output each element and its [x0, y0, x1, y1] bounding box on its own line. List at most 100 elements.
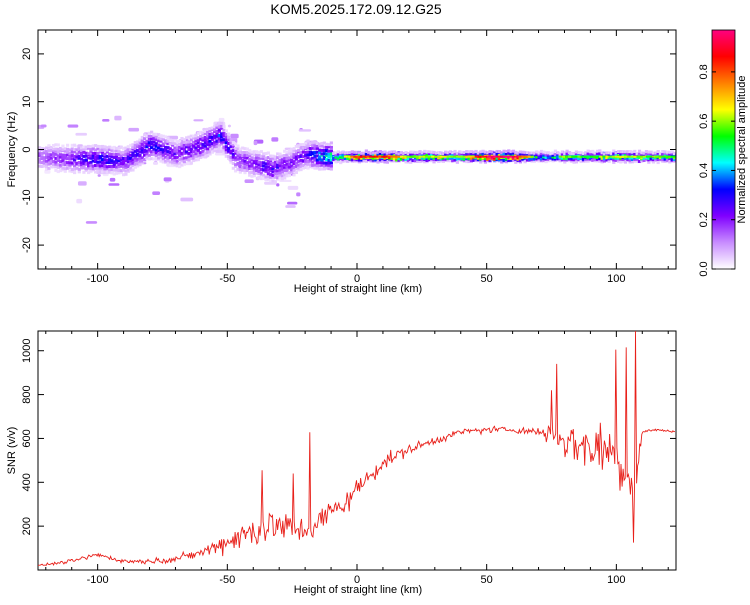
heatmap-cell	[418, 157, 422, 161]
heatmap-cell	[607, 159, 611, 163]
heatmap-cell	[238, 168, 242, 172]
heatmap-cell	[129, 143, 133, 147]
heatmap-cell	[542, 159, 546, 163]
heatmap-cell	[126, 157, 130, 161]
heatmap-cell	[535, 150, 539, 154]
heatmap-cell	[259, 156, 263, 160]
heatmap-cell	[252, 171, 256, 175]
heatmap-cell-core	[673, 155, 676, 158]
heatmap-cell	[598, 156, 602, 160]
heatmap-cell	[173, 142, 177, 146]
heatmap-cell	[271, 165, 275, 169]
heatmap-cell	[250, 167, 254, 171]
heatmap-cell	[129, 150, 133, 154]
heatmap-cell	[171, 150, 175, 154]
heatmap-cell	[283, 154, 287, 158]
heatmap-cell	[313, 158, 317, 162]
heatmap-cell	[537, 159, 541, 163]
heatmap-cell	[178, 139, 182, 143]
heatmap-cell	[283, 149, 287, 153]
heatmap-cell	[119, 169, 123, 173]
heatmap-cell	[199, 146, 203, 150]
heatmap-cell	[38, 148, 42, 152]
heatmap-cell	[521, 150, 525, 154]
heatmap-cell	[122, 159, 126, 163]
heatmap-cell	[245, 163, 249, 167]
heatmap-cell	[152, 157, 156, 161]
heatmap-cell	[208, 150, 212, 154]
heatmap-cell	[287, 149, 291, 153]
heatmap-cell-core	[558, 155, 562, 158]
heatmap-cell	[157, 143, 161, 147]
heatmap-cell	[273, 180, 277, 184]
heatmap-cell	[89, 160, 93, 164]
heatmap-cell	[91, 164, 95, 168]
heatmap-cell	[68, 157, 72, 161]
heatmap-cell	[285, 162, 289, 166]
heatmap-cell	[253, 140, 258, 146]
heatmap-cell	[243, 168, 247, 172]
heatmap-cell	[159, 149, 163, 153]
heatmap-cell	[140, 159, 144, 163]
heatmap-cell	[164, 155, 168, 159]
heatmap-cell	[52, 151, 56, 155]
heatmap-cell	[136, 145, 140, 149]
heatmap-cell	[327, 152, 331, 156]
heatmap-cell	[600, 151, 604, 155]
heatmap-cell	[313, 147, 317, 151]
heatmap-cell	[628, 156, 632, 160]
heatmap-cell-core	[452, 155, 457, 158]
heatmap-cell	[467, 157, 471, 161]
heatmap-cell	[241, 168, 245, 172]
heatmap-cell	[635, 159, 639, 163]
heatmap-cell	[413, 150, 417, 154]
heatmap-cell	[243, 171, 247, 175]
heatmap-cell	[194, 142, 198, 146]
heatmap-cell	[434, 151, 439, 155]
heatmap-cell	[271, 137, 279, 142]
heatmap-cell	[143, 141, 147, 145]
heatmap-cell	[257, 156, 261, 160]
heatmap-cell-core	[484, 155, 488, 158]
heatmap-cell	[427, 150, 432, 154]
heatmap-cell	[224, 150, 228, 154]
heatmap-cell	[313, 151, 317, 155]
heatmap-cell	[672, 157, 676, 161]
heatmap-cell	[105, 170, 109, 174]
heatmap-cell	[257, 169, 261, 173]
heatmap-cell	[266, 168, 270, 172]
heatmap-cell	[528, 151, 532, 155]
heatmap-cell	[257, 172, 261, 176]
heatmap-cell	[171, 142, 175, 146]
heatmap-cell	[560, 153, 565, 157]
heatmap-cell	[178, 158, 182, 162]
heatmap-cell	[430, 152, 434, 156]
heatmap-cell	[147, 134, 151, 138]
heatmap-cell	[369, 159, 373, 163]
heatmap-cell	[147, 157, 151, 161]
heatmap-cell	[651, 158, 656, 162]
heatmap-cell	[357, 153, 361, 157]
heatmap-cell	[390, 152, 394, 156]
heatmap-cell-core	[664, 155, 668, 158]
heatmap-cell	[248, 167, 252, 171]
heatmap-cell	[656, 161, 660, 165]
heatmap-cell	[269, 163, 273, 167]
heatmap-cell	[201, 149, 205, 153]
heatmap-cell	[383, 150, 387, 154]
heatmap-cell	[280, 164, 284, 168]
heatmap-cell	[96, 144, 100, 148]
heatmap-cell	[238, 149, 242, 153]
heatmap-cell	[73, 143, 77, 147]
heatmap-cell	[313, 166, 317, 170]
heatmap-cell	[350, 150, 354, 154]
heatmap-cell	[409, 160, 413, 164]
heatmap-cell	[539, 149, 544, 153]
heatmap-cell	[73, 160, 77, 164]
heatmap-cell	[381, 159, 385, 163]
heatmap-cell	[341, 159, 345, 163]
heatmap-cell	[483, 157, 488, 161]
heatmap-cell	[409, 154, 413, 158]
heatmap-cell	[75, 155, 79, 159]
heatmap-cell	[542, 157, 546, 161]
